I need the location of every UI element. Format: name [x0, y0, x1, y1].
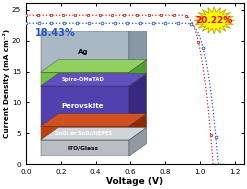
Y-axis label: Current Density (mA cm⁻²): Current Density (mA cm⁻²): [3, 29, 10, 138]
Polygon shape: [194, 7, 234, 34]
X-axis label: Voltage (V): Voltage (V): [106, 177, 163, 186]
Text: 20.22%: 20.22%: [196, 16, 233, 25]
Text: 18.43%: 18.43%: [35, 28, 75, 38]
